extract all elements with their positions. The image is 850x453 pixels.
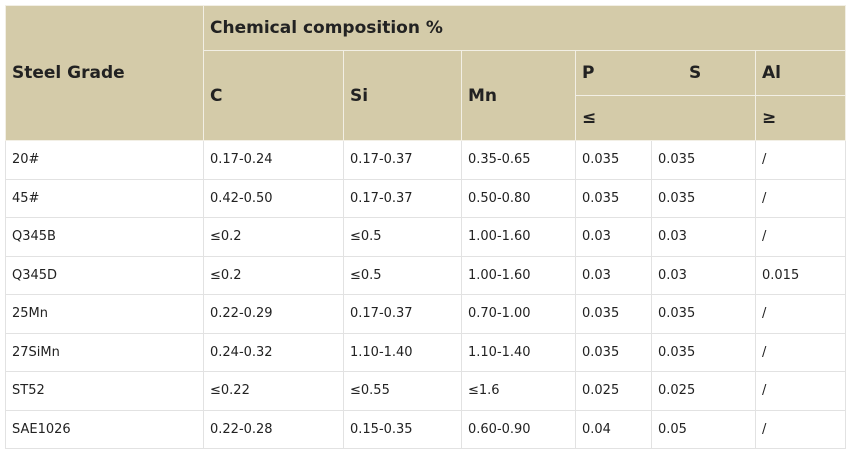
table-cell: 0.035 [651, 178, 756, 218]
table-cell: 0.17-0.37 [343, 294, 462, 334]
table-cell: 0.24-0.32 [203, 332, 344, 372]
header-cell: S [651, 50, 756, 96]
table-cell: 0.17-0.37 [343, 178, 462, 218]
table-cell: ≤0.2 [203, 255, 344, 295]
table-cell: 0.035 [651, 140, 756, 180]
table-cell: 0.04 [575, 409, 652, 449]
table-cell: 45# [5, 178, 204, 218]
header-cell: Steel Grade [5, 5, 204, 141]
table-cell: 0.35-0.65 [461, 140, 576, 180]
table-cell: Q345D [5, 255, 204, 295]
table-cell: / [755, 294, 846, 334]
table-cell: / [755, 178, 846, 218]
table-cell: 0.70-1.00 [461, 294, 576, 334]
table-cell: ST52 [5, 371, 204, 411]
table-cell: 0.03 [651, 255, 756, 295]
table-cell: ≤0.55 [343, 371, 462, 411]
table-cell: 0.035 [575, 140, 652, 180]
table-cell: ≤0.5 [343, 217, 462, 257]
table-cell: 0.035 [575, 178, 652, 218]
header-cell: Al [755, 50, 846, 96]
table-cell: 1.00-1.60 [461, 217, 576, 257]
table-cell: 0.035 [575, 332, 652, 372]
table-row: 25Mn 0.22-0.29 0.17-0.37 0.70-1.00 0.035 0.03… [5, 294, 846, 334]
table-cell: Q345B [5, 217, 204, 257]
table-cell: 0.025 [651, 371, 756, 411]
table-cell: 1.10-1.40 [461, 332, 576, 372]
table-cell: 1.00-1.60 [461, 255, 576, 295]
table-cell: 25Mn [5, 294, 204, 334]
table-cell: ≤0.2 [203, 217, 344, 257]
header-cell: ≥ [755, 95, 846, 141]
table-row: Q345B ≤0.2 ≤0.5 1.00-1.60 0.03 0.03/ [5, 217, 846, 257]
table-cell: ≤1.6 [461, 371, 576, 411]
table-cell: 0.22-0.29 [203, 294, 344, 334]
table-cell: 0.025 [575, 371, 652, 411]
table-cell: 0.03 [575, 217, 652, 257]
table-cell: ≤0.5 [343, 255, 462, 295]
table-cell: 20# [5, 140, 204, 180]
table-row: 45# 0.42-0.50 0.17-0.37 0.50-0.80 0.035 0.035… [5, 178, 846, 218]
table-cell: ≤0.22 [203, 371, 344, 411]
table-cell: / [755, 371, 846, 411]
table-cell: 1.10-1.40 [343, 332, 462, 372]
table-cell: / [755, 217, 846, 257]
table-row: 27SiMn 0.24-0.32 1.10-1.40 1.10-1.40 0.035 0.… [5, 332, 846, 372]
table-cell: 0.03 [575, 255, 652, 295]
table-row: ST52 ≤0.22 ≤0.55 ≤1.6 0.025 0.025/ [5, 371, 846, 411]
table-row: 20# 0.17-0.24 0.17-0.37 0.35-0.65 0.035 0.035… [5, 140, 846, 180]
header-cell: Mn [461, 50, 576, 141]
header-cell: C [203, 50, 344, 141]
table-cell: 0.035 [575, 294, 652, 334]
table-body: 20# 0.17-0.24 0.17-0.37 0.35-0.65 0.035 0.035… [5, 140, 846, 449]
table-cell: 0.05 [651, 409, 756, 449]
table-cell: 0.015 [755, 255, 846, 295]
table-cell: / [755, 140, 846, 180]
table-cell: 0.03 [651, 217, 756, 257]
header-cell: ≤ [575, 95, 756, 141]
table-cell: 0.15-0.35 [343, 409, 462, 449]
table-cell: 0.17-0.24 [203, 140, 344, 180]
header-cell: Si [343, 50, 462, 141]
table-cell: 0.035 [651, 332, 756, 372]
header-cell: P [575, 50, 652, 96]
table-cell: SAE1026 [5, 409, 204, 449]
table-cell: / [755, 409, 846, 449]
table-cell: 0.17-0.37 [343, 140, 462, 180]
table-cell: 0.22-0.28 [203, 409, 344, 449]
composition-table: Steel Grade Chemical composition % C Si … [5, 5, 846, 449]
table-cell: 0.50-0.80 [461, 178, 576, 218]
table-cell: 0.60-0.90 [461, 409, 576, 449]
table-row: SAE1026 0.22-0.28 0.15-0.35 0.60-0.90 0.04 0.… [5, 409, 846, 449]
table-cell: / [755, 332, 846, 372]
table-cell: 0.035 [651, 294, 756, 334]
table-cell: 27SiMn [5, 332, 204, 372]
header-cell: Chemical composition % [203, 5, 846, 51]
table-cell: 0.42-0.50 [203, 178, 344, 218]
table-row: Q345D ≤0.2 ≤0.5 1.00-1.60 0.03 0.03 0.015 [5, 255, 846, 295]
